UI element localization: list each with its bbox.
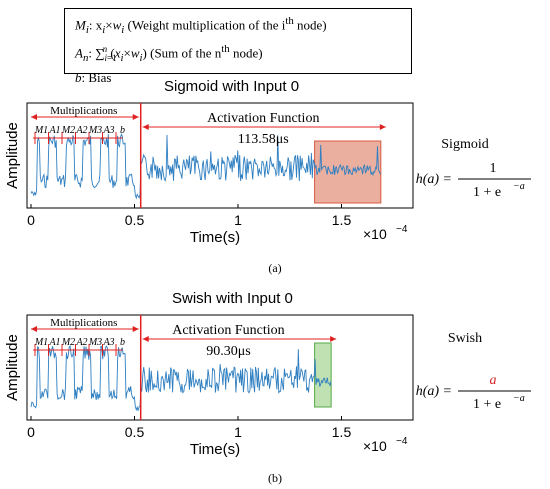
- marker-label: M1: [34, 125, 48, 136]
- activation-label: Activation Function: [172, 323, 284, 338]
- x-exponent: −4: [396, 224, 408, 235]
- legend-a-symbol: A: [75, 45, 83, 61]
- signal-trace: [30, 345, 332, 412]
- duration-label: 113.58μs: [238, 132, 289, 147]
- x-axis-label: Time(s): [190, 229, 240, 246]
- legend-row-an: An: ∑i=1n (xi×wi) (Sum of the nth node): [75, 42, 263, 64]
- legend-b-symbol: b: [75, 69, 82, 85]
- legend-m-end: node): [293, 17, 327, 33]
- activation-label: Activation Function: [207, 111, 319, 126]
- x-tick-label: 0.5: [125, 424, 145, 440]
- arrow-head-right: [330, 336, 337, 342]
- legend-m-expr: : x: [88, 17, 103, 33]
- arrow-head-left: [142, 124, 149, 130]
- legend-a-sup: th: [221, 42, 230, 55]
- highlight-region: [314, 140, 382, 204]
- marker-label: A1: [48, 337, 60, 348]
- legend-m-text: (Weight multiplication of the i: [124, 17, 286, 33]
- legend-m-sup: th: [285, 15, 294, 27]
- panel-a-title: Sigmoid with Input 0: [164, 78, 300, 95]
- legend-row-mi: Mi: xi×wi (Weight multiplication of the …: [75, 15, 327, 36]
- legend-m-symbol: M: [75, 17, 86, 33]
- multiplications-label: Multiplications: [50, 105, 117, 117]
- function-exponent: −a: [513, 393, 525, 404]
- marker-label: A3: [102, 125, 114, 136]
- legend-a-sub: n: [82, 51, 89, 64]
- arrow-head-left: [142, 336, 149, 342]
- plot-frame: [26, 102, 414, 209]
- marker-label: A3: [102, 337, 114, 348]
- x-tick-label: 0.5: [125, 212, 145, 228]
- x-multiplier: ×10: [363, 226, 387, 242]
- x-axis-label: Time(s): [190, 441, 240, 458]
- marker-label: A1: [48, 125, 60, 136]
- arrow-head-left: [31, 326, 37, 332]
- x-tick-label: 1: [234, 424, 242, 440]
- marker-label: M2: [61, 337, 75, 348]
- function-lhs: h(a) =: [416, 172, 452, 187]
- x-tick-label: 0: [27, 424, 35, 440]
- legend-box: Mi: xi×wi (Weight multiplication of the …: [64, 8, 412, 85]
- function-name: Swish: [448, 331, 482, 346]
- x-tick-label: 1: [234, 212, 242, 228]
- highlight-region: [314, 342, 332, 408]
- panel-caption: (a): [268, 261, 281, 275]
- arrow-head-right: [132, 114, 139, 120]
- marker-label: M2: [61, 125, 75, 136]
- function-exponent: −a: [513, 181, 525, 192]
- legend-a-end: node): [229, 45, 263, 61]
- marker-label: b: [120, 337, 125, 348]
- marker-label: M1: [34, 337, 48, 348]
- marker-label: A2: [75, 337, 87, 348]
- marker-label: M3: [88, 125, 102, 136]
- x-multiplier: ×10: [363, 438, 387, 454]
- multiplications-label: Multiplications: [50, 317, 117, 329]
- arrow-head-right: [379, 124, 386, 130]
- function-numerator: 1: [490, 161, 497, 176]
- y-axis-label: Amplitude: [4, 334, 21, 401]
- x-exponent: −4: [396, 436, 408, 447]
- x-tick-label: 1.5: [332, 212, 352, 228]
- legend-m-sub: i: [85, 23, 89, 36]
- marker-label: b: [120, 125, 125, 136]
- x-tick-label: 1.5: [332, 424, 352, 440]
- marker-label: A2: [75, 125, 87, 136]
- arrow-head-left: [31, 114, 37, 120]
- duration-label: 90.30μs: [206, 344, 250, 359]
- arrow-head-right: [132, 326, 139, 332]
- y-axis-label: Amplitude: [4, 122, 21, 189]
- plot-frame: [26, 314, 414, 421]
- function-denominator: 1 + e: [473, 185, 501, 200]
- legend-b-text: : Bias: [81, 69, 112, 85]
- function-lhs: h(a) =: [416, 384, 452, 399]
- function-name: Sigmoid: [441, 137, 488, 152]
- function-numerator: a: [490, 373, 497, 388]
- panel-b-title: Swish with Input 0: [172, 290, 293, 307]
- panel-caption: (b): [268, 471, 282, 485]
- x-tick-label: 0: [27, 212, 35, 228]
- legend-row-b: b: Bias: [75, 68, 401, 87]
- legend-a-text: (Sum of the n: [146, 45, 222, 61]
- function-denominator: 1 + e: [473, 397, 501, 412]
- marker-label: M3: [88, 337, 102, 348]
